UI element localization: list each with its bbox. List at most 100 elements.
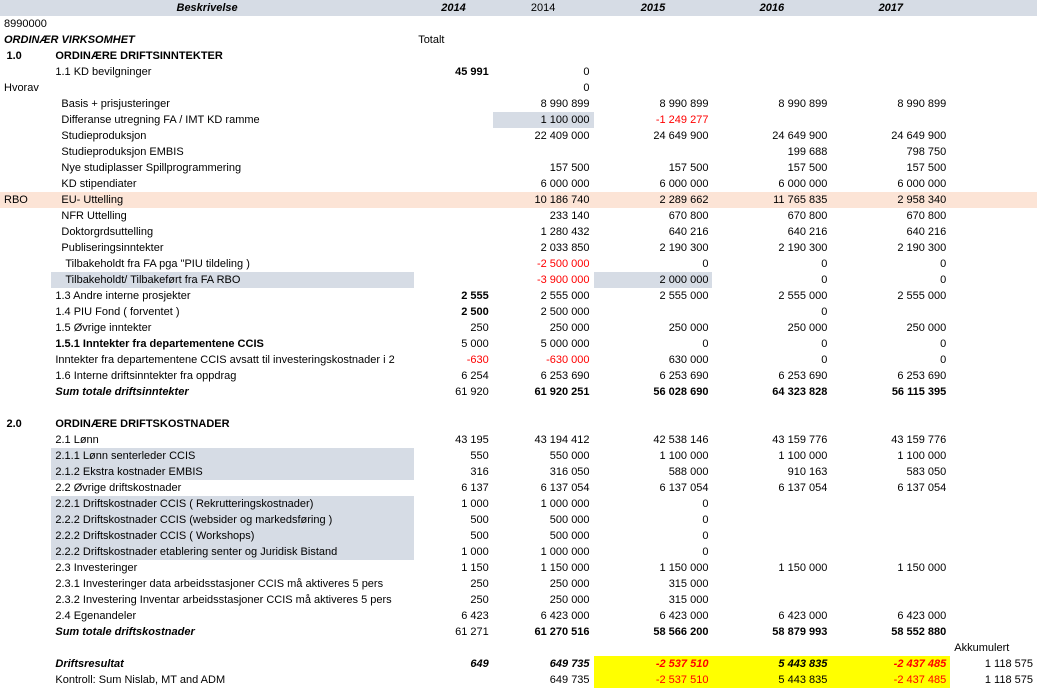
v4: 5 443 835: [712, 656, 831, 672]
v4: 0: [712, 304, 831, 320]
v5: 2 958 340: [831, 192, 950, 208]
row-drift: Driftsresultat 649 649 735 -2 537 510 5 …: [0, 656, 1037, 672]
empty-row: [0, 400, 1037, 416]
label: 1.3 Andre interne prosjekter: [51, 288, 414, 304]
label: 2.2 Øvrige driftskostnader: [51, 480, 414, 496]
v5: 1 100 000: [831, 448, 950, 464]
label: 2.3 Investeringer: [51, 560, 414, 576]
label: 1.6 Interne driftsinntekter fra oppdrag: [51, 368, 414, 384]
v2: 1 100 000: [493, 112, 594, 128]
v5: 0: [831, 352, 950, 368]
v5: 1 150 000: [831, 560, 950, 576]
v3: 0: [594, 512, 713, 528]
val-2014b: 0: [493, 64, 594, 80]
row-eu: RBO: EU- Uttelling 10 186 740 2 289 662 …: [0, 192, 1037, 208]
row-151: 1.5.1 Inntekter fra departementene CCIS …: [0, 336, 1037, 352]
v2: 10 186 740: [493, 192, 594, 208]
row-tilb1: Tilbakeholdt fra FA pga "PIU tildeling )…: [0, 256, 1037, 272]
v3: 2 000 000: [594, 272, 713, 288]
label: Differanse utregning FA / IMT KD ramme: [51, 112, 414, 128]
v3: -1 249 277: [594, 112, 713, 128]
v3: 630 000: [594, 352, 713, 368]
row-16: 1.6 Interne driftsinntekter fra oppdrag …: [0, 368, 1037, 384]
label: Nye studiplasser Spillprogrammering: [51, 160, 414, 176]
v1: 250: [414, 592, 493, 608]
col-2014b: 2014: [493, 0, 594, 16]
v2: 6 000 000: [493, 176, 594, 192]
row-avs: Inntekter fra departementene CCIS avsatt…: [0, 352, 1037, 368]
rbo-label: RBO:: [0, 192, 28, 208]
v5: 583 050: [831, 464, 950, 480]
main-title-row: ORDINÆR VIRKSOMHET Totalt: [0, 32, 1037, 48]
v4: 24 649 900: [712, 128, 831, 144]
v5: 0: [831, 256, 950, 272]
v2: 2 555 000: [493, 288, 594, 304]
v2: 500 000: [493, 528, 594, 544]
label: Basis + prisjusteringer: [51, 96, 414, 112]
label: Tilbakeholdt fra FA pga "PIU tildeling ): [51, 256, 414, 272]
label: 2.1.1 Lønn senterleder CCIS: [51, 448, 414, 464]
v3: -2 537 510: [594, 672, 713, 688]
label: Publiseringsinntekter: [51, 240, 414, 256]
v3: 2 289 662: [594, 192, 713, 208]
v5: 6 423 000: [831, 608, 950, 624]
v2: 6 253 690: [493, 368, 594, 384]
row-221a: 2.2.1 Driftskostnader CCIS ( Rekrutterin…: [0, 496, 1037, 512]
v3: 2 190 300: [594, 240, 713, 256]
v5: 8 990 899: [831, 96, 950, 112]
label: Doktorgrdsuttelling: [51, 224, 414, 240]
v2: 61 920 251: [493, 384, 594, 400]
v1: 500: [414, 528, 493, 544]
v5: 157 500: [831, 160, 950, 176]
akkumulert-label: Akkumulert: [950, 640, 1037, 656]
row-231: 2.3.1 Investeringer data arbeidsstasjone…: [0, 576, 1037, 592]
row-dokt: Doktorgrdsuttelling 1 280 432 640 216 64…: [0, 224, 1037, 240]
label: 2.2.1 Driftskostnader CCIS ( Rekrutterin…: [51, 496, 414, 512]
v3: 42 538 146: [594, 432, 713, 448]
section-1-row: 1.0 ORDINÆRE DRIFTSINNTEKTER: [0, 48, 1037, 64]
v5: 24 649 900: [831, 128, 950, 144]
v4: 0: [712, 336, 831, 352]
v1: 1 000: [414, 496, 493, 512]
row-publ: Publiseringsinntekter 2 033 850 2 190 30…: [0, 240, 1037, 256]
v2: 2 033 850: [493, 240, 594, 256]
v4: 199 688: [712, 144, 831, 160]
row-basis: Basis + prisjusteringer 8 990 899 8 990 …: [0, 96, 1037, 112]
label: Studieproduksjon EMBIS: [51, 144, 414, 160]
v4: 6 000 000: [712, 176, 831, 192]
v2: 1 000 000: [493, 496, 594, 512]
v4: 640 216: [712, 224, 831, 240]
label: 1.5.1 Inntekter fra departementene CCIS: [51, 336, 414, 352]
v2: 250 000: [493, 320, 594, 336]
v2: 1 280 432: [493, 224, 594, 240]
v6: 1 118 575: [950, 672, 1037, 688]
v2: -3 900 000: [493, 272, 594, 288]
col-2016: 2016: [712, 0, 831, 16]
label: Sum totale driftsinntekter: [51, 384, 414, 400]
section-2-row: 2.0 ORDINÆRE DRIFTSKOSTNADER: [0, 416, 1037, 432]
label: Sum totale driftskostnader: [51, 624, 414, 640]
v3: 315 000: [594, 576, 713, 592]
v4: 43 159 776: [712, 432, 831, 448]
v2: 250 000: [493, 592, 594, 608]
label: 1.4 PIU Fond ( forventet ): [51, 304, 414, 320]
v1: 250: [414, 320, 493, 336]
v1: -630: [414, 352, 493, 368]
v4: 0: [712, 256, 831, 272]
v4: 1 100 000: [712, 448, 831, 464]
v3: 250 000: [594, 320, 713, 336]
label: 2.3.2 Investering Inventar arbeidsstasjo…: [51, 592, 414, 608]
v3: 6 137 054: [594, 480, 713, 496]
v2: 649 735: [493, 672, 594, 688]
v5: 56 115 395: [831, 384, 950, 400]
v1: 61 920: [414, 384, 493, 400]
v5: 0: [831, 336, 950, 352]
row-kontroll: Kontroll: Sum Nislab, MT and ADM 649 735…: [0, 672, 1037, 688]
label: 2.4 Egenandeler: [51, 608, 414, 624]
v3: -2 537 510: [594, 656, 713, 672]
v4: 11 765 835: [712, 192, 831, 208]
row-222b: 2.2.2 Driftskostnader CCIS ( Workshops) …: [0, 528, 1037, 544]
row-diff: Differanse utregning FA / IMT KD ramme 1…: [0, 112, 1037, 128]
row-15: 1.5 Øvrige inntekter 250 250 000 250 000…: [0, 320, 1037, 336]
val-2014a: 45 991: [414, 64, 493, 80]
